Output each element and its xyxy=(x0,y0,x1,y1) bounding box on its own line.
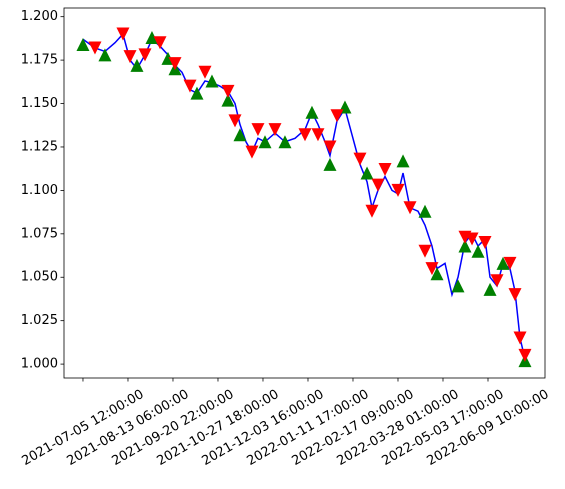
y-tick-label: 1.025 xyxy=(21,313,58,328)
sell-marker xyxy=(198,65,212,79)
sell-marker xyxy=(88,41,102,55)
price-line xyxy=(82,32,531,361)
sell-marker xyxy=(371,178,385,192)
buy-marker xyxy=(190,86,204,100)
buy-marker xyxy=(430,267,444,281)
y-tick-label: 1.150 xyxy=(21,96,58,111)
sell-marker xyxy=(168,57,182,71)
y-tick-label: 1.050 xyxy=(21,270,58,285)
sell-marker xyxy=(365,204,379,218)
sell-marker xyxy=(513,331,527,345)
buy-marker xyxy=(418,204,432,218)
sell-marker xyxy=(503,256,517,270)
sell-marker xyxy=(153,36,167,50)
sell-marker xyxy=(425,262,439,276)
y-tick-label: 1.175 xyxy=(21,53,58,68)
sell-marker xyxy=(298,128,312,142)
sell-marker xyxy=(311,128,325,142)
sell-marker xyxy=(353,152,367,166)
buy-marker xyxy=(221,93,235,107)
sell-marker xyxy=(518,348,532,362)
sell-marker xyxy=(123,50,137,64)
buy-marker xyxy=(205,74,219,88)
sell-marker xyxy=(391,183,405,197)
sell-marker xyxy=(418,244,432,258)
buy-marker xyxy=(258,135,272,149)
buy-marker xyxy=(130,58,144,72)
buy-marker xyxy=(360,166,374,180)
y-tick-label: 1.200 xyxy=(21,9,58,24)
sell-marker xyxy=(490,274,504,288)
sell-marker xyxy=(508,288,522,302)
sell-marker xyxy=(251,123,265,137)
sell-marker xyxy=(228,114,242,128)
sell-marker xyxy=(245,145,259,159)
buy-marker xyxy=(471,244,485,258)
y-tick-label: 1.000 xyxy=(21,357,58,372)
buy-marker xyxy=(305,105,319,119)
buy-marker xyxy=(98,48,112,62)
sell-marker xyxy=(378,163,392,177)
sell-marker xyxy=(268,123,282,137)
sell-marker xyxy=(323,140,337,154)
y-tick-label: 1.125 xyxy=(21,139,58,154)
sell-marker xyxy=(138,48,152,62)
sell-marker xyxy=(465,232,479,246)
y-tick-label: 1.100 xyxy=(21,183,58,198)
buy-marker xyxy=(451,279,465,293)
buy-marker xyxy=(483,282,497,296)
buy-marker xyxy=(76,37,90,51)
sell-marker xyxy=(478,236,492,250)
buy-marker xyxy=(323,157,337,171)
buy-marker xyxy=(145,31,159,45)
y-tick-label: 1.075 xyxy=(21,226,58,241)
sell-marker xyxy=(116,27,130,41)
sell-marker xyxy=(183,79,197,93)
sell-marker xyxy=(330,109,344,123)
sell-marker xyxy=(221,84,235,98)
plot-frame xyxy=(63,7,546,379)
buy-marker xyxy=(396,154,410,168)
buy-marker xyxy=(278,135,292,149)
buy-marker xyxy=(496,256,510,270)
buy-marker xyxy=(233,128,247,142)
buy-marker xyxy=(458,239,472,253)
sell-marker xyxy=(403,201,417,215)
